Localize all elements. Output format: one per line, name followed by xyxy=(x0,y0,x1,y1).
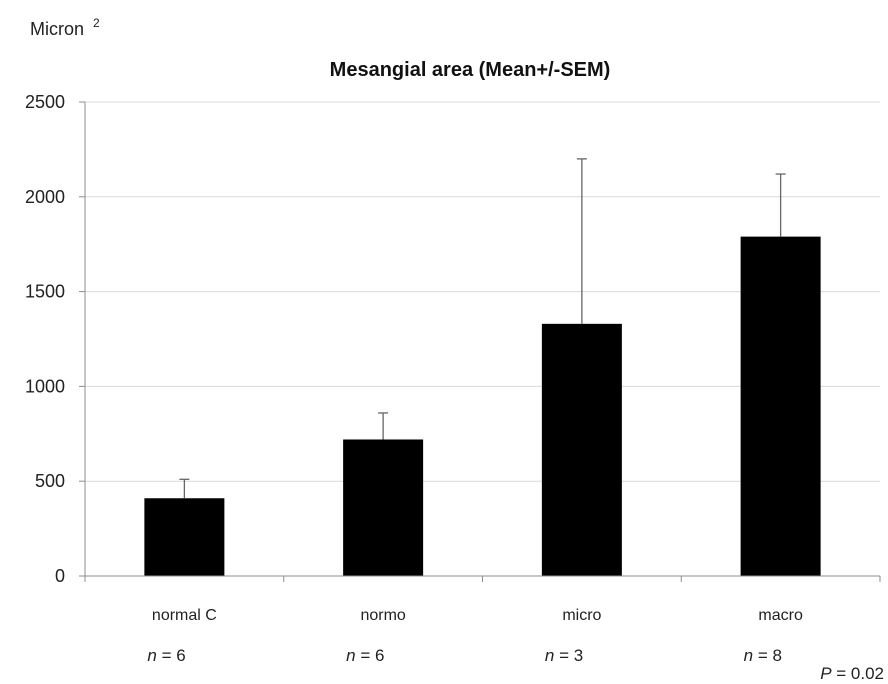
y-axis-unit-superscript: 2 xyxy=(93,16,100,30)
error-bars xyxy=(179,158,786,499)
sample-size-label-normal-c: n = 6 xyxy=(147,646,185,665)
bar-normo xyxy=(343,439,424,576)
y-tick-label-1000: 1000 xyxy=(25,376,65,396)
sample-size-label-normo: n = 6 xyxy=(346,646,384,665)
sample-size-symbol: n xyxy=(346,646,355,665)
sample-size-symbol: n xyxy=(147,646,156,665)
bar-macro xyxy=(740,236,821,576)
bar-normal-c xyxy=(144,498,225,576)
p-value-label: P = 0.02 xyxy=(820,664,884,683)
sample-size-symbol: n xyxy=(545,646,554,665)
x-category-label-normal-c: normal C xyxy=(152,607,217,624)
x-category-label-micro: micro xyxy=(562,607,601,624)
y-tick-label-0: 0 xyxy=(55,566,65,586)
sample-size-value: = 8 xyxy=(753,646,782,665)
x-category-label-normo: normo xyxy=(360,607,405,624)
y-axis-unit-text: Micron xyxy=(30,19,84,39)
y-tick-label-2500: 2500 xyxy=(25,92,65,112)
y-tick-label-1500: 1500 xyxy=(25,282,65,302)
y-axis-unit-label: Micron 2 xyxy=(30,16,100,39)
bar-micro xyxy=(541,323,622,576)
sample-size-label-macro: n = 8 xyxy=(744,646,782,665)
sample-size-label-micro: n = 3 xyxy=(545,646,583,665)
p-value-symbol: P xyxy=(820,664,832,683)
sample-size-value: = 6 xyxy=(356,646,385,665)
chart-title: Mesangial area (Mean+/-SEM) xyxy=(330,59,611,81)
y-tick-label-2000: 2000 xyxy=(25,187,65,207)
y-tick-label-500: 500 xyxy=(35,471,65,491)
axes xyxy=(79,101,881,582)
p-value-text: = 0.02 xyxy=(832,664,884,683)
sample-size-value: = 6 xyxy=(157,646,186,665)
bars xyxy=(144,236,821,576)
x-category-label-macro: macro xyxy=(758,607,803,624)
sample-size-value: = 3 xyxy=(554,646,583,665)
sample-size-symbol: n xyxy=(744,646,753,665)
axis-labels: 0 500 1000 1500 2000 2500 normal C n = 6 normo n … xyxy=(25,92,803,665)
